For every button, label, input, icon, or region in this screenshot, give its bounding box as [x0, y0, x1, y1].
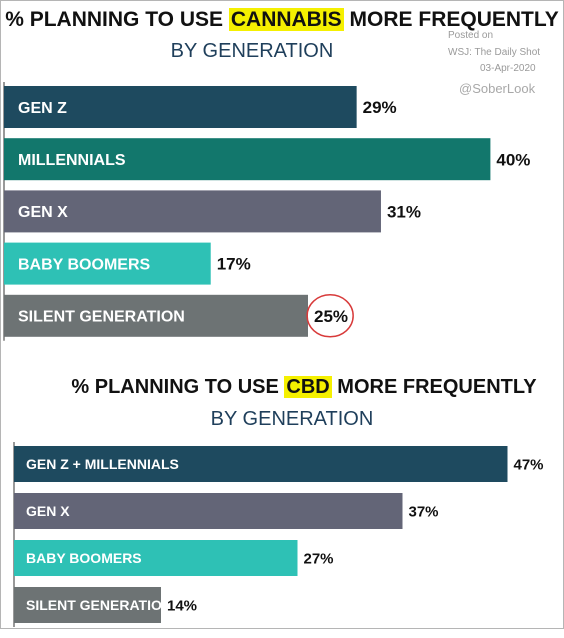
- chart1-value-label-1: 40%: [496, 150, 530, 169]
- chart2-category-label-0: GEN Z + MILLENNIALS: [26, 456, 179, 472]
- watermark-date: 03-Apr-2020: [480, 63, 536, 74]
- chart2-category-label-3: SILENT GENERATION: [26, 597, 172, 613]
- chart1-category-label-3: BABY BOOMERS: [18, 256, 150, 273]
- chart1-subtitle: BY GENERATION: [170, 40, 334, 62]
- chart1-title: % PLANNING TO USE CANNABIS MORE FREQUENT…: [5, 8, 559, 31]
- chart1-value-label-2: 31%: [387, 203, 421, 222]
- chart2-title-highlight: CBD: [284, 376, 332, 398]
- chart2-subtitle: BY GENERATION: [210, 408, 374, 430]
- chart1-value-label-4: 25%: [314, 307, 348, 326]
- chart1-bar-1: [4, 138, 491, 181]
- chart1-bar-3: [4, 242, 211, 285]
- chart2-bar-1: [14, 493, 403, 529]
- chart2-value-label-3: 14%: [167, 597, 197, 614]
- chart1-bar-4: [4, 294, 308, 337]
- chart1-annotation-circle: [306, 294, 354, 338]
- watermark-posted: Posted on: [448, 30, 494, 41]
- chart1-category-label-0: GEN Z: [18, 100, 67, 117]
- chart2-bar-0: [14, 446, 508, 482]
- watermark-handle: @SoberLook: [459, 81, 536, 96]
- chart2-bar-3: [14, 587, 161, 623]
- chart2-category-label-2: BABY BOOMERS: [26, 550, 142, 566]
- chart1-title-highlight: CANNABIS: [228, 8, 344, 31]
- chart2-value-label-1: 37%: [409, 503, 439, 520]
- chart1-bar-0: [4, 86, 357, 128]
- chart2-bar-2: [14, 540, 298, 576]
- chart2-category-label-1: GEN X: [26, 503, 70, 519]
- chart1-value-label-0: 29%: [363, 98, 397, 117]
- chart1-category-label-2: GEN X: [18, 204, 68, 221]
- watermark-source: WSJ: The Daily Shot: [448, 47, 541, 58]
- chart2-title: % PLANNING TO USE CBD MORE FREQUENTLY: [71, 376, 537, 398]
- chart1-bar-2: [4, 190, 381, 233]
- chart1-plot: GEN Z 29% MILLENNIALS 40% GEN X 31% BABY BOOME…: [3, 82, 530, 341]
- chart1-value-label-3: 17%: [217, 255, 251, 274]
- chart2-value-label-0: 47%: [514, 456, 544, 473]
- chart2-value-label-2: 27%: [304, 550, 334, 567]
- chart2-plot: GEN Z + MILLENNIALS 47% GEN X 37% BABY BOOME…: [13, 442, 544, 627]
- chart1-category-label-1: MILLENNIALS: [18, 152, 126, 169]
- chart1-category-label-4: SILENT GENERATION: [18, 309, 185, 326]
